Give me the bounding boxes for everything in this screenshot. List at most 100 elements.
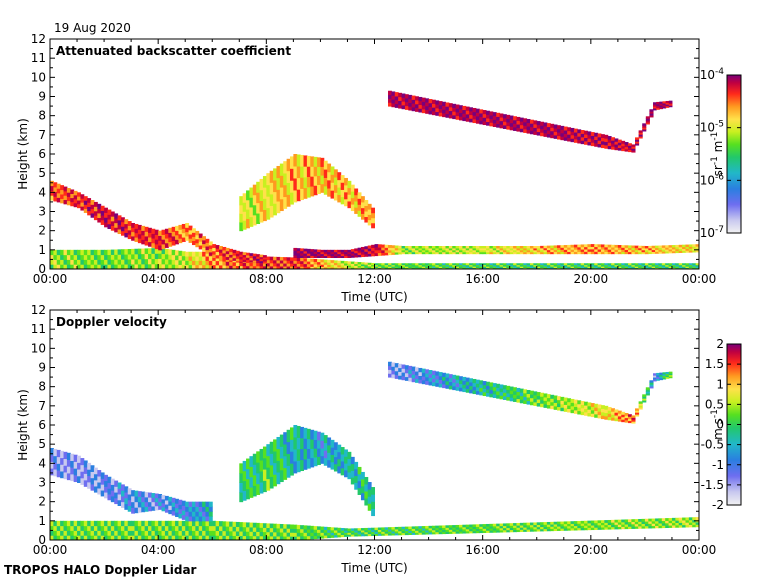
- heatmap-cell: [435, 375, 440, 380]
- heatmap-cell: [614, 251, 619, 255]
- heatmap-cell: [327, 251, 332, 255]
- heatmap-cell: [499, 124, 504, 129]
- heatmap-cell: [529, 249, 534, 253]
- heatmap-cell: [350, 184, 355, 192]
- heatmap-cell: [195, 238, 200, 244]
- heatmap-cell: [600, 251, 605, 255]
- heatmap-cell: [415, 251, 419, 255]
- heatmap-cell: [114, 492, 119, 499]
- heatmap-cell: [232, 530, 237, 536]
- heatmap-cell: [252, 485, 257, 497]
- heatmap-cell: [465, 249, 470, 253]
- heatmap-cell: [584, 244, 588, 248]
- heatmap-cell: [77, 200, 81, 205]
- heatmap-cell: [587, 248, 592, 252]
- heatmap-cell: [425, 102, 430, 107]
- heatmap-cell: [320, 166, 325, 176]
- heatmap-cell: [459, 105, 463, 110]
- heatmap-cell: [323, 251, 328, 255]
- heatmap-cell: [185, 506, 190, 512]
- heatmap-cell: [90, 483, 95, 491]
- heatmap-cell: [107, 249, 112, 256]
- heatmap-cell: [614, 522, 619, 525]
- heatmap-cell: [502, 117, 507, 122]
- heatmap-cell: [445, 525, 450, 528]
- heatmap-cell: [659, 377, 663, 381]
- heatmap-cell: [289, 528, 294, 533]
- heatmap-cell: [688, 266, 693, 269]
- heatmap-cell: [266, 535, 271, 540]
- heatmap-cell: [682, 519, 686, 523]
- heatmap-cell: [317, 456, 321, 466]
- heatmap-cell: [459, 267, 463, 269]
- heatmap-cell: [656, 372, 660, 376]
- heatmap-cell: [242, 256, 247, 260]
- heatmap-cell: [567, 134, 572, 139]
- heatmap-cell: [144, 263, 149, 269]
- heatmap-cell: [631, 247, 636, 251]
- heatmap-cell: [573, 527, 578, 531]
- heatmap-cell: [438, 263, 443, 266]
- heatmap-cell: [327, 171, 332, 181]
- heatmap-cell: [333, 260, 338, 264]
- heatmap-cell: [367, 219, 372, 226]
- heatmap-cell: [273, 262, 277, 267]
- heatmap-cell: [320, 255, 325, 258]
- heatmap-cell: [428, 251, 433, 255]
- heatmap-cell: [114, 535, 119, 540]
- heatmap-cell: [644, 267, 649, 269]
- heatmap-cell: [114, 525, 119, 531]
- heatmap-cell: [107, 535, 112, 540]
- heatmap-cell: [553, 267, 558, 269]
- heatmap-cell: [577, 244, 582, 248]
- heatmap-cell: [573, 138, 578, 143]
- heatmap-cell: [60, 189, 65, 195]
- heatmap-cell: [70, 460, 75, 468]
- heatmap-cell: [418, 108, 423, 113]
- heatmap-cell: [553, 131, 558, 136]
- heatmap-cell: [519, 117, 524, 122]
- heatmap-cell: [340, 253, 345, 257]
- heatmap-cell: [317, 448, 321, 457]
- heatmap-cell: [496, 529, 501, 533]
- heatmap-cell: [354, 261, 359, 265]
- heatmap-cell: [418, 251, 423, 255]
- heatmap-cell: [195, 530, 200, 536]
- heatmap-cell: [357, 254, 362, 258]
- heatmap-cell: [124, 497, 129, 505]
- heatmap-cell: [141, 506, 146, 513]
- heatmap-cell: [87, 469, 92, 477]
- heatmap-cell: [656, 378, 660, 381]
- heatmap-cell: [553, 528, 558, 532]
- heatmap-cell: [252, 257, 257, 261]
- heatmap-cell: [283, 196, 288, 209]
- heatmap-cell: [482, 388, 487, 393]
- heatmap-cell: [435, 267, 440, 269]
- heatmap-cell: [658, 520, 663, 524]
- heatmap-cell: [462, 109, 467, 114]
- heatmap-cell: [394, 530, 399, 534]
- heatmap-cell: [347, 249, 352, 253]
- heatmap-cell: [418, 100, 423, 105]
- heatmap-cell: [154, 253, 159, 260]
- heatmap-cell: [486, 114, 490, 119]
- heatmap-cell: [651, 249, 656, 253]
- x-tick-label: 08:00: [249, 543, 284, 557]
- heatmap-cell: [367, 527, 372, 531]
- heatmap-cell: [208, 525, 213, 531]
- heatmap-cell: [587, 251, 592, 255]
- heatmap-cell: [104, 249, 108, 256]
- heatmap-cell: [323, 435, 328, 444]
- heatmap-cell: [563, 136, 568, 141]
- heatmap-cell: [53, 264, 58, 269]
- heatmap-cell: [469, 110, 474, 116]
- heatmap-cell: [350, 528, 355, 531]
- heatmap-cell: [499, 246, 504, 249]
- heatmap-cell: [171, 264, 176, 269]
- heatmap-cell: [665, 518, 670, 521]
- heatmap-cell: [597, 246, 602, 250]
- heatmap-cell: [330, 264, 335, 268]
- heatmap-cell: [225, 261, 230, 266]
- heatmap-cell: [158, 520, 163, 527]
- heatmap-cell: [594, 527, 599, 530]
